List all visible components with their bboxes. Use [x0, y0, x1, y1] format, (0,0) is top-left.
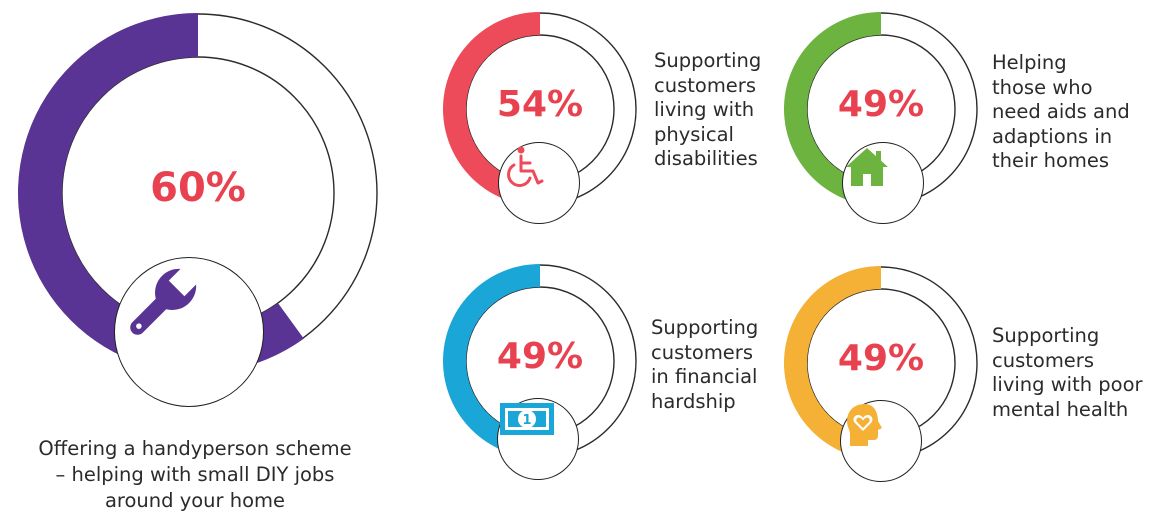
donut-arc	[443, 264, 540, 458]
caption-handyperson: Offering a handyperson scheme – helping …	[20, 436, 370, 514]
icon-badge-mental-health	[840, 400, 922, 482]
caption-line: Supporting	[992, 324, 1100, 347]
icon-badge-physical-disabilities	[498, 142, 580, 224]
caption-mental-health: Supporting customers living with poor me…	[992, 324, 1152, 422]
caption-line: adaptions in	[992, 124, 1113, 148]
house-icon	[846, 148, 888, 186]
percent-label-financial-hardship: 49%	[496, 336, 584, 377]
donut-mental-health: 49%	[784, 266, 978, 482]
percent-label-mental-health: 49%	[837, 338, 925, 379]
caption-line: Supporting	[654, 49, 762, 72]
donut-arc	[784, 266, 881, 460]
percent-label-aids-adaptions: 49%	[837, 84, 925, 125]
caption-line: – helping with small DIY jobs	[55, 463, 335, 486]
caption-line: customers	[654, 73, 756, 97]
caption-line: Supporting	[651, 316, 759, 339]
donut-physical-disabilities: 54%	[442, 12, 637, 224]
caption-line: mental health	[992, 397, 1129, 421]
caption-line: in financial	[651, 365, 758, 388]
caption-line: customers	[651, 340, 753, 364]
donut-arc	[17, 13, 304, 373]
caption-line: hardship	[651, 389, 736, 413]
donut-arc	[442, 12, 565, 206]
donut-arc	[784, 12, 881, 206]
caption-line: living with poor	[992, 373, 1143, 396]
percent-label-handyperson: 60%	[150, 165, 246, 211]
svg-text:1: 1	[522, 413, 531, 428]
caption-aids-adaptions: Helping those who need aids and adaption…	[992, 51, 1152, 174]
caption-line: Helping	[992, 51, 1067, 74]
banknote-icon: 1	[500, 403, 554, 435]
donut-aids-adaptions: 49%	[784, 12, 978, 224]
caption-line: their homes	[992, 149, 1110, 172]
caption-physical-disabilities: Supporting customers living with physica…	[654, 49, 794, 172]
donut-handyperson: 60%	[17, 13, 378, 407]
icon-badge-financial-hardship: 1	[497, 398, 579, 480]
donut-financial-hardship: 49% 1	[443, 264, 637, 480]
caption-line: those who	[992, 75, 1093, 99]
wrench-icon	[130, 268, 197, 335]
caption-financial-hardship: Supporting customers in financial hardsh…	[651, 316, 791, 414]
caption-line: need aids and	[992, 100, 1130, 123]
caption-line: living with	[654, 98, 755, 121]
icon-badge-handyperson	[114, 257, 264, 407]
head-heart-icon	[847, 404, 882, 446]
wheelchair-icon	[507, 146, 544, 187]
caption-line: physical	[654, 122, 734, 146]
caption-line: Offering a handyperson scheme	[38, 437, 352, 460]
caption-line: around your home	[104, 489, 286, 512]
caption-line: disabilities	[654, 147, 758, 170]
icon-badge-aids-adaptions	[842, 142, 924, 224]
caption-line: customers	[992, 348, 1094, 372]
percent-label-physical-disabilities: 54%	[496, 84, 584, 125]
